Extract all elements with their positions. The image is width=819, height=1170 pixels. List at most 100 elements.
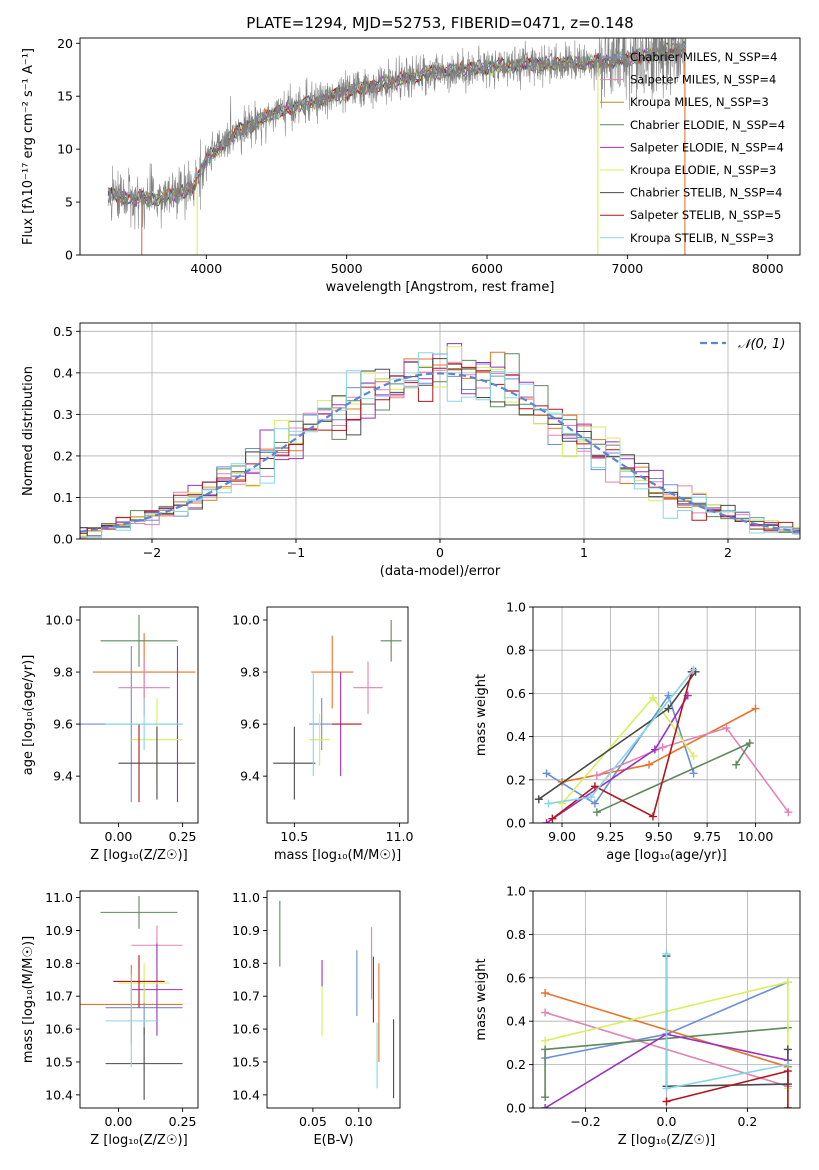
plot-area (541, 949, 792, 1108)
weight-marker (662, 1084, 671, 1093)
y-tick-label: 0.1 (53, 490, 73, 505)
weight-marker (783, 978, 792, 987)
x-tick-label: 0 (436, 545, 444, 560)
data-spectrum-line (107, 38, 687, 230)
weight-marker (541, 1104, 550, 1108)
residual-histogram-line (80, 352, 800, 539)
x-tick-label: 0.00 (105, 1114, 133, 1129)
y-tick-label: 0.3 (53, 407, 73, 422)
y-axis-label: Flux [fλ10⁻¹⁷ erg cm⁻² s⁻¹ A⁻¹] (21, 48, 36, 245)
legend-label: Chabrier STELIB, N_SSP=4 (630, 186, 782, 200)
plot-area (107, 38, 687, 255)
x-tick-label: 0.0 (657, 1114, 677, 1129)
weight-line (546, 693, 695, 805)
x-axis-label: age [log₁₀(age/yr)] (606, 848, 727, 863)
axes-frame (79, 37, 801, 256)
weight-marker (541, 1093, 550, 1102)
y-axis-label: age [log₁₀(age/yr)] (21, 655, 36, 776)
weight-marker (548, 814, 557, 823)
x-tick-label: 10.5 (280, 829, 308, 844)
y-tick-label: 0.4 (506, 729, 526, 744)
x-tick-label: 0.00 (105, 829, 133, 844)
x-tick-label: −0.2 (570, 1114, 600, 1129)
mass-vs-ebv-panel: 0.05 0.10 10.4 10.5 10.6 10.7 10.8 10.9 11.0 E(B-… (232, 890, 401, 1148)
figure-title: PLATE=1294, MJD=52753, FIBERID=0471, z=0… (246, 14, 633, 32)
weight-marker (592, 771, 601, 780)
y-tick-label: 10.4 (232, 1087, 260, 1102)
weight-marker (541, 1045, 550, 1054)
y-tick-label: 11.0 (232, 890, 260, 905)
x-tick-label: 6000 (471, 261, 503, 276)
x-tick-label: −1 (287, 545, 305, 560)
weight-marker (541, 1008, 550, 1017)
weight-marker (689, 769, 698, 778)
weight-marker (658, 743, 667, 752)
y-tick-label: 9.6 (53, 717, 73, 732)
legend-label: Salpeter STELIB, N_SSP=5 (630, 208, 781, 222)
legend-label: Chabrier ELODIE, N_SSP=4 (630, 118, 785, 132)
weight-marker (689, 665, 698, 674)
residual-histogram-line (80, 361, 800, 533)
x-tick-label: 2 (724, 545, 732, 560)
y-tick-label: 9.8 (53, 665, 73, 680)
weight-marker (544, 799, 553, 808)
weight-vs-z-panel: −0.2 0.0 0.2 0.0 0.2 0.4 0.6 0.8 1.0 Z [log₁₀(Z/Z… (474, 884, 801, 1148)
x-tick-label: 4000 (190, 261, 222, 276)
spectrum-legend: Chabrier MILES, N_SSP=4 Salpeter MILES, N… (600, 50, 785, 245)
axes-frame (79, 606, 199, 824)
weight-marker (648, 693, 657, 702)
x-tick-label: 10.00 (738, 829, 774, 844)
weight-marker (645, 760, 654, 769)
plot-area (80, 343, 800, 539)
y-tick-label: 0.0 (506, 1101, 526, 1116)
y-tick-label: 9.4 (53, 769, 73, 784)
y-tick-label: 9.6 (240, 717, 260, 732)
y-tick-label: 15 (57, 89, 73, 104)
age-vs-mass-panel: 10.5 11.0 9.4 9.6 9.8 10.0 mass [log₁₀(M/M☉)] (232, 606, 414, 863)
y-tick-label: 0.2 (53, 448, 73, 463)
x-tick-label: 9.50 (645, 829, 673, 844)
x-tick-label: 8000 (752, 261, 784, 276)
x-axis-label: Z [log₁₀(Z/Z☉)] (618, 1133, 715, 1148)
weight-marker (664, 691, 673, 700)
x-tick-label: 0.25 (169, 1114, 197, 1129)
y-axis-label: mass [log₁₀(M/M☉)] (21, 936, 36, 1063)
y-axis-label: mass weight (474, 674, 489, 756)
weight-marker (664, 704, 673, 713)
normal-reference-curve (80, 372, 800, 533)
y-tick-label: 10.6 (232, 1022, 260, 1037)
y-tick-label: 0.2 (506, 772, 526, 787)
x-tick-label: −2 (143, 545, 161, 560)
x-tick-label: 9.75 (693, 829, 721, 844)
axes-frame (266, 606, 409, 824)
x-axis-label: mass [log₁₀(M/M☉)] (274, 848, 401, 863)
y-tick-label: 0.0 (53, 532, 73, 547)
weight-line (551, 671, 693, 820)
y-tick-label: 10.4 (45, 1087, 73, 1102)
y-tick-label: 10.0 (232, 613, 260, 628)
residual-histogram-line (80, 358, 800, 537)
x-tick-label: 9.25 (596, 829, 624, 844)
plot-area (273, 620, 402, 800)
weight-marker (745, 739, 754, 748)
y-tick-label: 1.0 (506, 884, 526, 899)
y-tick-label: 0.6 (506, 970, 526, 985)
y-tick-label: 10.5 (45, 1054, 73, 1069)
residual-histogram-line (80, 363, 800, 534)
y-tick-label: 10.7 (232, 989, 260, 1004)
x-axis-label: E(B-V) (313, 1133, 353, 1148)
weight-line (596, 741, 752, 813)
weight-marker (662, 949, 671, 958)
y-tick-label: 10.0 (45, 613, 73, 628)
axes-frame (532, 606, 801, 824)
x-tick-label: 9.00 (548, 829, 576, 844)
y-tick-label: 0.4 (506, 1014, 526, 1029)
y-tick-label: 20 (57, 36, 73, 51)
residual-histogram-line (80, 346, 800, 537)
y-tick-label: 0.8 (506, 643, 526, 658)
weight-marker (783, 1104, 792, 1108)
y-tick-label: 10.5 (232, 1054, 260, 1069)
weight-marker (542, 819, 551, 823)
weight-marker (783, 1045, 792, 1054)
